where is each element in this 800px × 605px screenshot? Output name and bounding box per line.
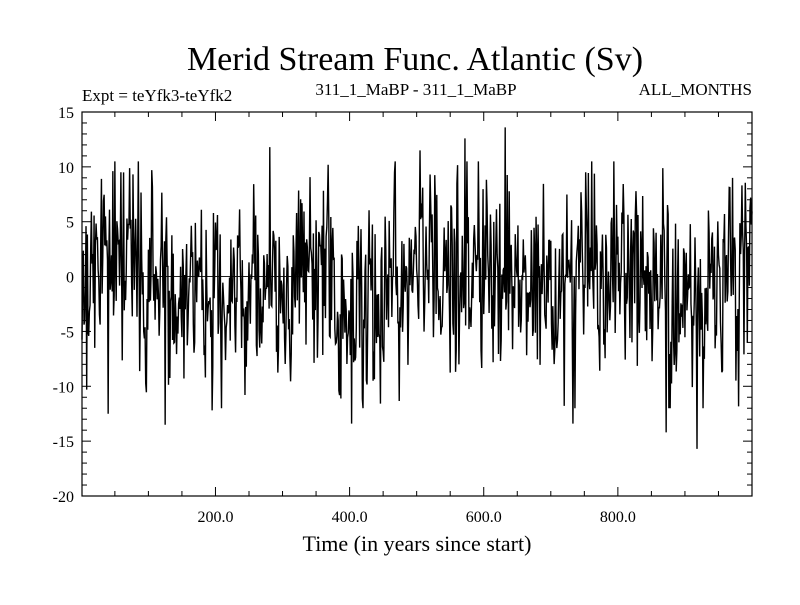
plot-frame <box>81 111 753 497</box>
y-tick-label: -20 <box>53 489 74 506</box>
x-axis-label: Time (in years since start) <box>303 531 532 556</box>
x-tick-label: 600.0 <box>466 509 502 526</box>
y-tick-label: -5 <box>61 324 74 341</box>
series-layer <box>81 127 753 449</box>
months-label: ALL_MONTHS <box>639 80 752 99</box>
y-tick-label: -15 <box>53 434 74 451</box>
y-tick-label: 10 <box>58 160 74 177</box>
x-tick-label: 800.0 <box>600 509 636 526</box>
y-tick-label: 15 <box>58 105 74 122</box>
y-tick-label: 0 <box>66 270 74 287</box>
x-tick-labels: 200.0 400.0 600.0 800.0 <box>197 509 635 526</box>
experiment-label: Expt = teYfk3-teYfk2 <box>82 86 232 105</box>
x-tick-label: 200.0 <box>197 509 233 526</box>
y-tick-labels: 15 10 5 0 -5 -10 -15 -20 <box>53 105 74 506</box>
series-line <box>81 127 753 449</box>
period-label: 311_1_MaBP - 311_1_MaBP <box>315 80 516 99</box>
chart-title: Merid Stream Func. Atlantic (Sv) <box>187 41 643 78</box>
x-tick-label: 400.0 <box>332 509 368 526</box>
y-tick-label: -10 <box>53 379 74 396</box>
y-tick-label: 5 <box>66 215 74 232</box>
